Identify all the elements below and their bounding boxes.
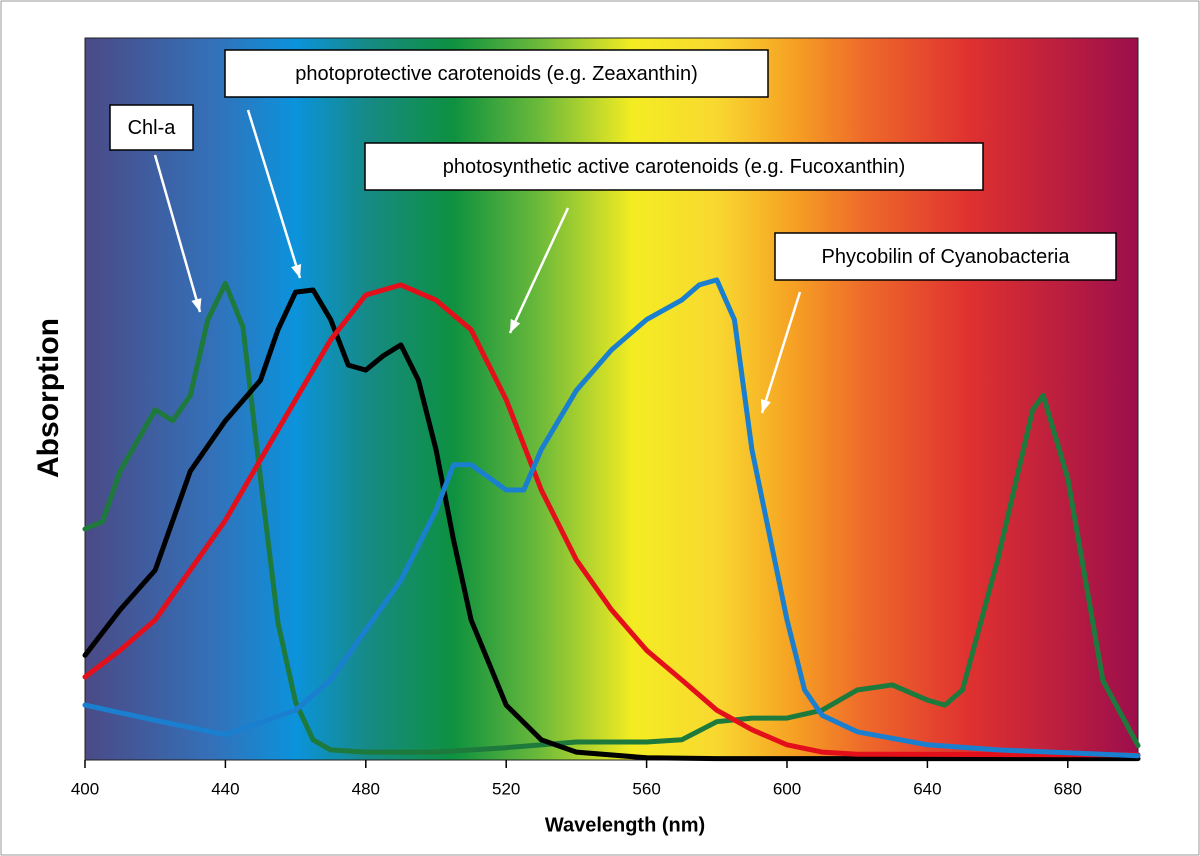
x-tick-label: 520 [492, 779, 520, 798]
x-axis-label: Wavelength (nm) [545, 814, 705, 836]
annotation-arrow [246, 109, 302, 279]
annotation-box [364, 142, 984, 191]
annotation-box [109, 104, 194, 151]
annotation-arrow [508, 207, 570, 334]
annotation-label: photosynthetic active carotenoids (e.g. … [443, 156, 905, 178]
arrow-head [191, 298, 202, 312]
arrow-head [291, 264, 302, 278]
arrow-head [760, 399, 771, 413]
x-tick-label: 560 [632, 779, 660, 798]
annotation-label: Phycobilin of Cyanobacteria [822, 246, 1071, 268]
x-tick-label: 640 [913, 779, 941, 798]
arrow-head [510, 319, 521, 333]
x-tick-label: 480 [352, 779, 380, 798]
annotations: Chl-a photoprotective carotenoids (e.g. Z… [109, 49, 1117, 414]
annotation-arrow [760, 291, 802, 414]
annotation-label: Chl-a [128, 117, 177, 139]
lines [82, 277, 1141, 762]
series-line [82, 281, 1141, 755]
x-tick-label: 600 [773, 779, 801, 798]
x-tick-label: 440 [211, 779, 239, 798]
annotation-box [224, 49, 769, 98]
annotation-box [774, 232, 1117, 281]
x-tick-label: 400 [71, 779, 99, 798]
series-line [82, 277, 1141, 759]
series-line [82, 287, 1141, 762]
series-line [82, 282, 1141, 758]
x-tick-label: 680 [1054, 779, 1082, 798]
y-axis-label: Absorption [32, 318, 65, 478]
annotation-arrow [153, 154, 202, 313]
annotation-label: photoprotective carotenoids (e.g. Zeaxan… [295, 63, 697, 85]
